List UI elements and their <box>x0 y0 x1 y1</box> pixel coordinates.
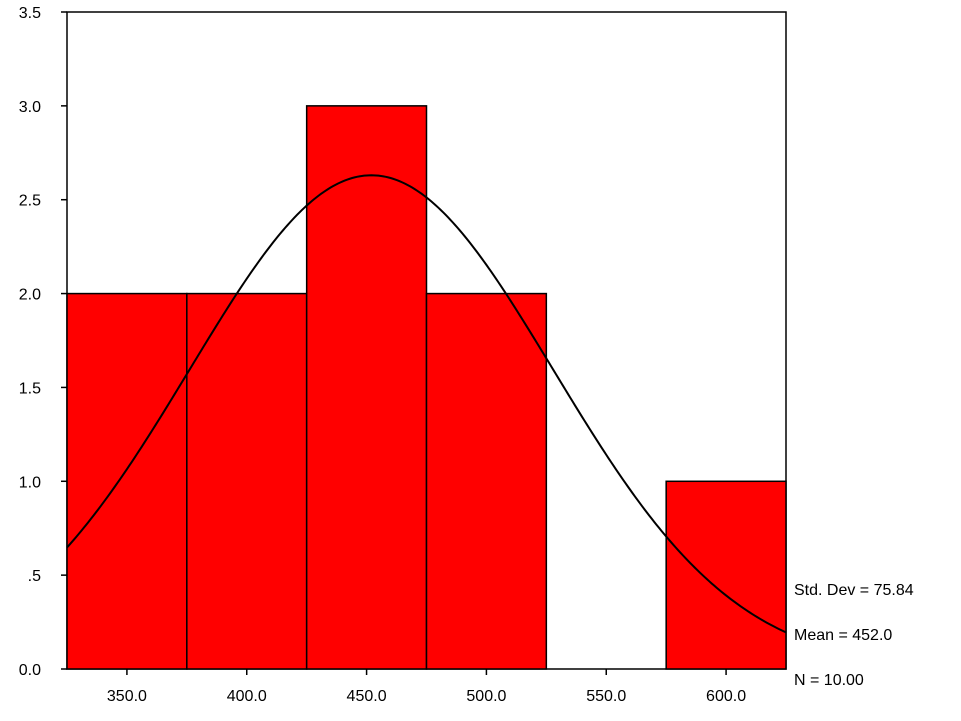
x-tick-label: 500.0 <box>466 688 506 705</box>
histogram-bar <box>427 294 547 669</box>
y-tick-label: 3.0 <box>19 99 41 116</box>
x-tick-label: 350.0 <box>107 688 147 705</box>
mean-label: Mean = 452.0 <box>794 627 892 644</box>
y-tick-label: 0.0 <box>19 662 41 679</box>
y-tick-label: 1.0 <box>19 474 41 491</box>
y-tick-label: 1.5 <box>19 380 41 397</box>
x-tick-label: 600.0 <box>706 688 746 705</box>
histogram-bar <box>666 481 786 669</box>
x-tick-label: 450.0 <box>347 688 387 705</box>
x-tick-label: 400.0 <box>227 688 267 705</box>
x-tick-label: 550.0 <box>586 688 626 705</box>
y-tick-label: 3.5 <box>19 5 41 22</box>
n-label: N = 10.00 <box>794 672 864 689</box>
y-tick-label: .5 <box>28 568 41 585</box>
histogram-bar <box>67 294 187 669</box>
y-tick-label: 2.5 <box>19 193 41 210</box>
y-tick-label: 2.0 <box>19 287 41 304</box>
std-dev-label: Std. Dev = 75.84 <box>794 582 914 599</box>
histogram-bar <box>187 294 307 669</box>
